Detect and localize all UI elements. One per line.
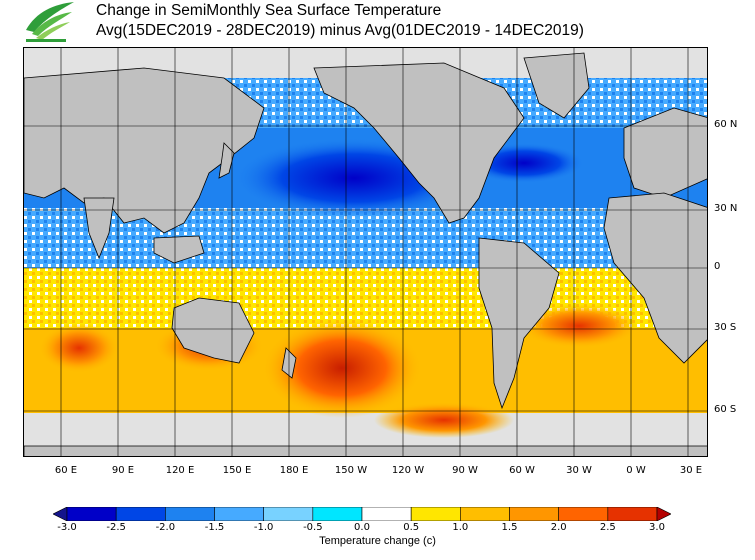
colorbar-segment [115,507,166,521]
lon-label: 180 E [279,465,309,476]
colorbar-tick-label: -2.5 [106,522,126,533]
colorbar-tick-label: 1.5 [501,522,518,533]
colorbar-segment [361,507,412,521]
lon-label: 150 W [334,465,368,476]
lon-label: 120 W [391,465,425,476]
europe-landmass [623,107,707,199]
colorbar [53,507,671,521]
lon-label: 90 W [452,465,478,476]
colorbar-segment [410,507,461,521]
colorbar-segment [165,507,215,521]
title-line-1: Change in SemiMonthly Sea Surface Temper… [96,2,442,19]
colorbar-tick-label: -1.5 [204,522,225,533]
south-america-landmass [478,237,560,410]
lon-label: 30 W [566,465,592,476]
colorbar-tick-label: 3.0 [649,522,665,533]
lon-label: 30 E [679,465,703,476]
antarctica-landmass [24,445,707,456]
australia-landmass [171,297,255,364]
colorbar-segment [214,507,264,521]
arabian-sea-warm-core [39,323,119,373]
japan-landmass [218,142,235,179]
colorbar-tick-label: 0.0 [354,522,370,533]
south-atlantic-warm-core [519,304,639,348]
colorbar-segment [607,507,658,521]
colorbar-title: Temperature change (c) [319,535,436,547]
colorbar-tick-label: -3.0 [57,522,77,533]
colorbar-segment [509,507,559,521]
lat-label-30n: 30 N [714,203,738,214]
south-pacific-warm-core [262,318,422,418]
lon-label: 90 E [111,465,135,476]
colorbar-arrow-low [53,507,68,521]
hko-logo [26,2,74,42]
lat-label-60s: 60 S [714,404,737,415]
colorbar-segment [66,507,117,521]
southern-ocean-warm-core [374,402,514,438]
africa-landmass [603,192,707,364]
lon-label: 0 W [626,465,646,476]
lat-label-60n: 60 N [714,119,738,130]
lon-label: 60 E [54,465,78,476]
lat-label-0: 0 [714,261,721,272]
colorbar-tick-label: 2.5 [599,522,616,533]
colorbar-tick-label: 0.5 [403,522,420,533]
colorbar-tick-label: 2.0 [550,522,567,533]
colorbar-segment [558,507,609,521]
graticule [24,48,707,456]
lon-label: 150 E [222,465,252,476]
lat-label-30s: 30 S [714,322,737,333]
chart-title: Change in SemiMonthly Sea Surface Temper… [96,1,584,41]
colorbar-segment [460,507,510,521]
colorbar-segment [263,507,314,521]
title-line-2: Avg(15DEC2019 - 28DEC2019) minus Avg(01D… [96,22,584,39]
southeast-asia-islands [153,235,205,264]
north-america-landmass [313,62,525,224]
lon-label: 60 W [509,465,535,476]
colorbar-tick-label: 1.0 [452,522,469,533]
landmasses [24,52,707,456]
sst-anomaly-map [23,47,708,457]
lon-label: 120 E [165,465,195,476]
colorbar-segment [312,507,363,521]
colorbar-tick-label: -1.0 [253,522,274,533]
colorbar-tick-label: -0.5 [303,522,323,533]
india-landmass [83,197,115,260]
colorbar-arrow-high [656,507,671,521]
colorbar-tick-label: -2.0 [155,522,176,533]
asia-landmass [24,67,265,234]
